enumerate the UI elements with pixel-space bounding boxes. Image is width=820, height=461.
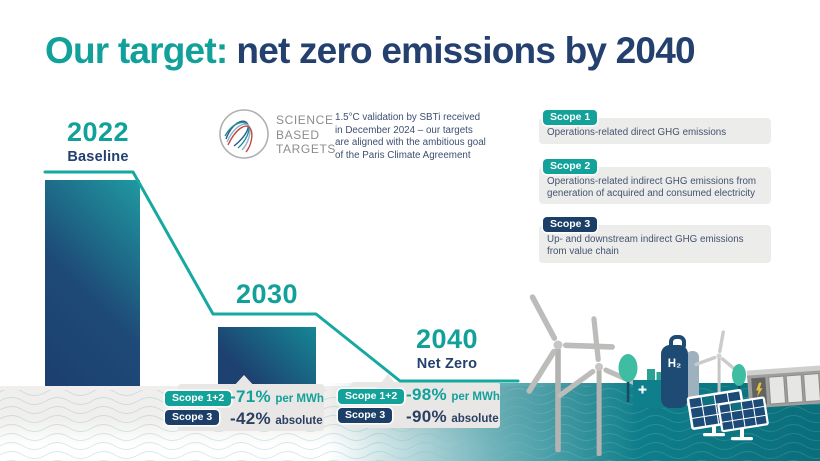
scope-3-badge: Scope 3 [543,217,598,232]
bar-2030 [218,327,316,386]
year-2030: 2030 [235,279,299,309]
scope-3-card: Scope 3 Up- and downstream indirect GHG … [539,217,771,263]
scope-1-badge: Scope 1 [543,110,598,125]
sbti-word-1: SCIENCE [276,113,334,127]
scope3-value-2030: -42% [230,409,271,428]
scope-2-card: Scope 2 Operations-related indirect GHG … [539,159,771,204]
title-highlight: Our target: [45,30,228,71]
scope3-unit-2040: absolute [451,413,499,425]
year-2040: 2040 [415,324,479,354]
page-title: Our target: net zero emissions by 2040 [45,30,696,72]
stats-2030-values: -71% per MWh -42% absolute [230,387,324,431]
label-2022: 2022 Baseline [33,119,163,165]
sbti-word-2: BASED [276,127,320,142]
scope-2-badge: Scope 2 [543,159,598,174]
sbti-validation-note: 1.5°C validation by SBTi received in Dec… [335,112,486,161]
scope3-unit-2030: absolute [275,415,323,427]
scope-1-card: Scope 1 Operations-related direct GHG em… [539,110,771,144]
title-rest: net zero emissions by 2040 [236,30,695,71]
stats-2040-values: -98% per MWh -90% absolute [406,385,500,429]
battery-storage-icon [746,365,820,409]
label-2030: 2030 [202,281,332,308]
net-zero-label: Net Zero [416,356,478,372]
scope-1-2-badge: Scope 1+2 [338,389,405,404]
sbti-logo-icon [219,109,269,159]
scope3-value-2040: -90% [406,407,447,426]
scope-2-text: Operations-related indirect GHG emission… [547,176,757,200]
hydrogen-tank-icon: H₂ [661,335,699,408]
tree-icon [732,364,746,399]
year-2022: 2022 [66,117,130,147]
scope12-value-2040: -98% [406,385,447,404]
h2-label: H₂ [668,358,681,370]
wind-turbine-icon [694,330,740,393]
stats-2030: Scope 1+2 Scope 3 -71% per MWh -42% abso… [165,384,324,431]
sbti-word-3: TARGETS [276,142,336,156]
bar-2022-baseline [45,180,140,386]
tree-icon [618,354,638,402]
stats-2040-badges: Scope 1+2 Scope 3 [338,389,405,423]
stats-2030-badges: Scope 1+2 Scope 3 [165,391,232,425]
solar-panel-icon [686,388,769,441]
scope12-value-2030: -71% [230,387,271,406]
scope12-unit-2040: per MWh [451,391,500,403]
scope12-unit-2030: per MWh [275,393,324,405]
label-2040: 2040 Net Zero [382,326,512,372]
stats-2040: Scope 1+2 Scope 3 -98% per MWh -90% abso… [338,382,500,429]
scope-3-text: Up- and downstream indirect GHG emission… [547,234,744,258]
factory-icon [633,367,671,408]
sbti-logo-wordmark: SCIENCE BASED TARGETS [276,113,336,157]
baseline-label: Baseline [67,149,129,165]
scope-3-badge: Scope 3 [338,408,393,423]
scope-3-badge: Scope 3 [165,410,220,425]
scope-1-text: Operations-related direct GHG emissions [547,127,727,138]
scope-1-2-badge: Scope 1+2 [165,391,232,406]
